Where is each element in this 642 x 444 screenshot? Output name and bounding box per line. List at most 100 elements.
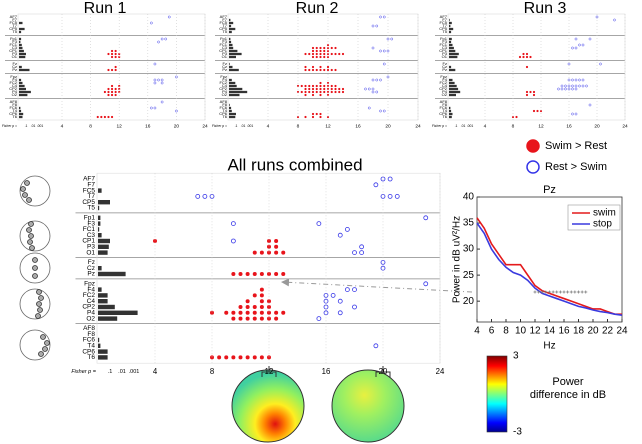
fisher-bar [449,37,452,41]
rest-dot [371,87,375,91]
rest-dot [588,37,592,41]
fisher-bar [449,106,451,110]
channel-label: AF8 [10,99,18,104]
x-tick-label: 16 [566,123,572,129]
legend-label: Rest > Swim [545,161,607,173]
channel-label: AF7 [10,14,18,19]
swim-dot [114,87,117,91]
channel-label: P4 [442,89,448,94]
swim-dot [311,115,315,119]
colorbar [486,355,508,433]
rest-dot [567,84,571,88]
significance-mark [573,290,577,294]
rest-dot [359,250,365,256]
rest-dot [153,78,157,82]
x-tick-label: 20 [385,123,391,129]
rest-dot [160,78,164,82]
channel-label: Fpz [440,74,447,79]
fisher-bar [229,81,236,85]
rest-dot [574,112,578,116]
channel-label: F4 [87,286,95,293]
x-tick-label: 4 [484,123,487,129]
y-tick-label: 25 [463,270,475,281]
swim-dot [217,355,222,360]
swim-dot [525,90,529,94]
x-tick-label: 14 [544,326,556,337]
rest-dot [230,221,236,227]
swim-dot [210,310,214,315]
fisher-bar [229,78,232,82]
swim-dot [319,90,322,94]
x-tick-label: 20 [174,123,180,129]
x-tick-label: 12 [538,123,544,129]
fisher-bar [19,27,25,31]
rest-dot [567,62,571,66]
channel-label: F7 [87,182,95,189]
fisher-bar [449,68,456,72]
rest-dot [160,100,164,104]
channel-label: O1 [86,249,95,256]
fisher-tick-label: .1 [455,124,458,128]
rest-dot [337,298,343,304]
fisher-bar [449,43,453,47]
swim-dot [338,87,341,91]
swim-dot [330,52,333,56]
fisher-bar [229,103,230,107]
swim-dot [338,52,341,56]
panel-title: All runs combined [227,155,362,174]
fisher-bar [19,93,28,97]
channel-label: T6 [87,354,95,361]
swim-dot [334,52,337,56]
channel-label: T7 [12,23,17,28]
fisher-tick-label: .1 [235,124,238,128]
rest-dot [423,215,429,221]
channel-label: Fpz [220,74,227,79]
legend-marker [526,139,540,153]
x-tick-label: 24 [202,123,208,129]
rest-dot [344,287,350,293]
x-tick-label: 12 [529,326,541,337]
rest-dot [578,84,581,88]
swim-dot [532,109,536,113]
rest-dot [373,343,379,349]
rest-dot [564,84,567,88]
swim-dot [323,87,326,91]
fisher-bar [98,349,108,354]
swim-dot [245,355,250,360]
x-tick-label: 6 [489,326,495,337]
swim-dot [259,355,264,360]
rest-dot [230,238,236,244]
significance-mark [533,290,537,294]
plot-frame [17,13,206,121]
rest-dot [379,49,382,53]
fisher-bar [98,232,102,238]
channel-label: CP6 [82,348,95,355]
fisher-bar [449,115,452,119]
channel-label: Fz [13,61,17,66]
channel-label: F4 [222,77,227,82]
swim-dot [238,310,243,315]
swim-dot [238,305,243,309]
swim-dot [308,87,311,91]
rest-dot [157,78,160,82]
swim-dot [529,55,532,59]
channel-label: Cz [87,265,95,272]
fisher-bar [229,21,234,25]
channel-label: FC5 [439,20,447,25]
fisher-bar [449,84,457,88]
swim-dot [114,93,117,97]
channel-label: AF7 [440,14,448,19]
channel-label: FC6 [219,105,227,110]
channel-label: T7 [222,23,227,28]
fisher-bar [229,40,232,44]
x-axis-label: Hz [543,341,555,352]
x-tick-label: 12 [325,123,331,129]
swim-dot [319,68,322,72]
channel-label: AF8 [83,325,95,332]
x-tick-label: 8 [503,326,509,337]
swim-dot [267,244,271,249]
swim-dot [323,90,326,94]
channel-label: CP6 [9,111,18,116]
rest-dot [359,244,365,250]
fisher-bar [449,40,452,44]
